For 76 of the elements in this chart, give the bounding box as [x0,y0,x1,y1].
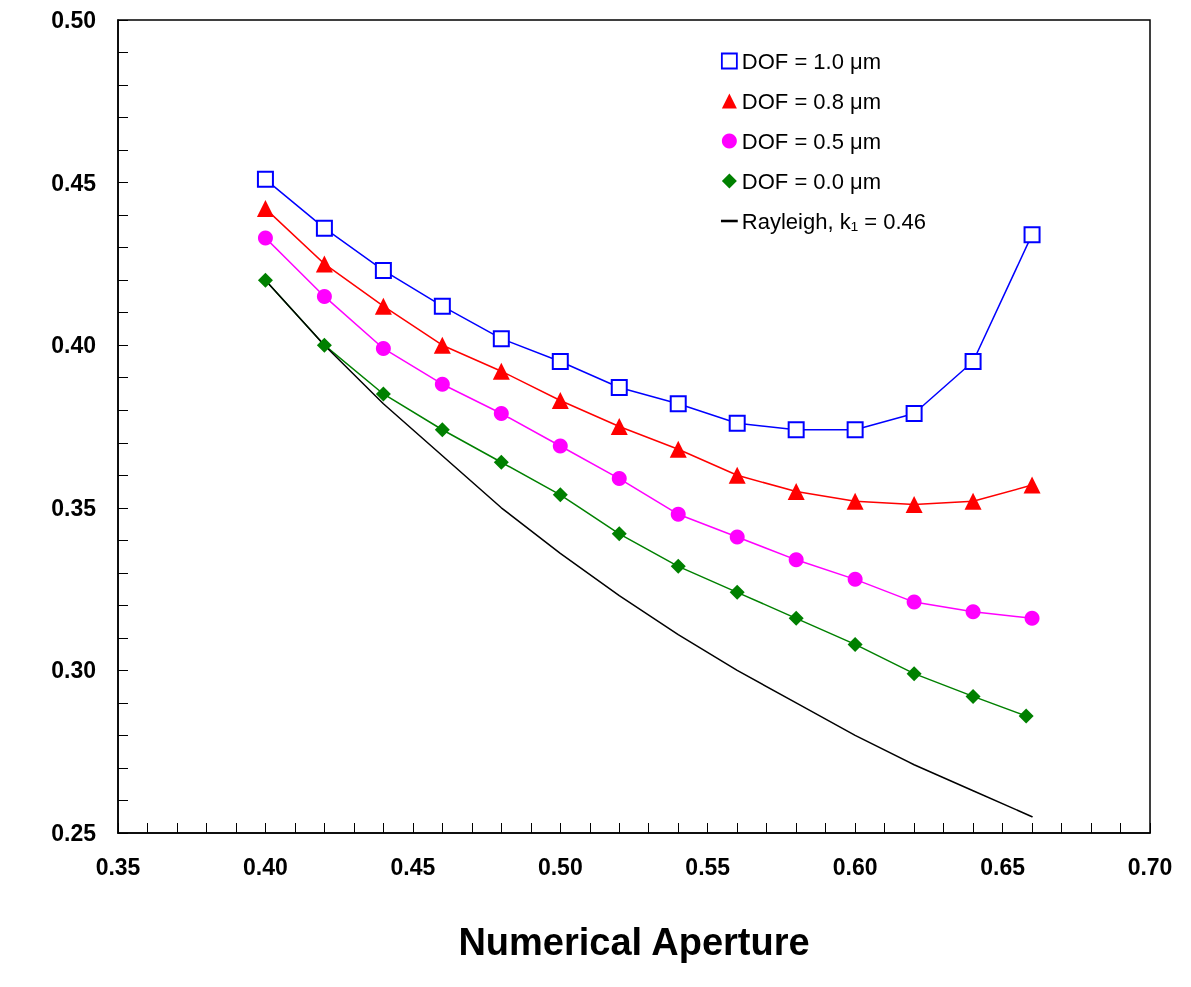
point [256,170,274,188]
point [316,288,332,304]
point [964,352,982,370]
y-tick-label: 0.45 [51,169,97,196]
text: 0.70 [1127,853,1173,880]
legend-label: DOF = 1.0 μm [741,48,882,74]
x-tick-label: 0.45 [390,853,436,880]
point [611,526,627,542]
point [788,610,804,626]
point [434,422,450,438]
legend-label: Rayleigh, k₁ = 0.46 [741,208,927,234]
point [551,352,569,370]
x-tick-label: 0.35 [95,853,141,880]
point [374,261,392,279]
point [669,440,687,458]
text: 0.40 [51,332,96,359]
text: 0.30 [51,657,96,684]
point [611,471,627,487]
y-tick-label: 0.35 [51,494,97,521]
point [493,454,509,470]
point [728,414,746,432]
point [1018,708,1034,724]
text: 0.60 [832,853,878,880]
point [964,492,982,510]
point [906,594,922,610]
point [788,552,804,568]
point [434,376,450,392]
point [787,421,805,439]
point [493,406,509,421]
point [846,421,864,439]
point [433,336,451,354]
point [669,395,687,413]
point [728,466,746,484]
point [1023,476,1041,494]
point [729,584,745,600]
point [433,297,451,315]
point [610,378,628,396]
point [787,483,805,501]
x-tick-label: 0.65 [980,853,1026,880]
legend-label: DOF = 0.5 μm [741,128,882,154]
point [905,404,923,422]
legend-label: DOF = 0.0 μm [741,168,882,194]
point [610,418,628,435]
point [315,255,333,273]
point [905,496,923,514]
point [492,362,510,380]
point [552,487,568,503]
point [552,438,568,454]
x-tick-label: 0.55 [685,853,731,880]
point [965,688,981,704]
legend-label: DOF = 0.8 μm [741,88,882,114]
point [1024,610,1040,626]
point [847,571,863,587]
point [492,330,510,348]
point [847,636,863,652]
text: 0.50 [537,853,583,880]
point [315,219,333,237]
y-tick-label: 0.25 [51,820,97,846]
point [729,529,745,545]
point [965,604,981,620]
point [906,666,922,682]
point [257,230,273,246]
point [316,337,332,353]
point [257,272,273,288]
x-axis-title: Numerical Aperture [458,921,810,963]
text: 0.50 [51,7,96,33]
point [375,340,391,356]
point [1023,226,1041,244]
point [551,391,569,409]
text: 0.40 [243,853,288,880]
point [374,297,392,315]
point [846,492,864,510]
point [670,506,686,522]
point [375,386,391,402]
point [670,558,686,574]
point [256,200,274,218]
